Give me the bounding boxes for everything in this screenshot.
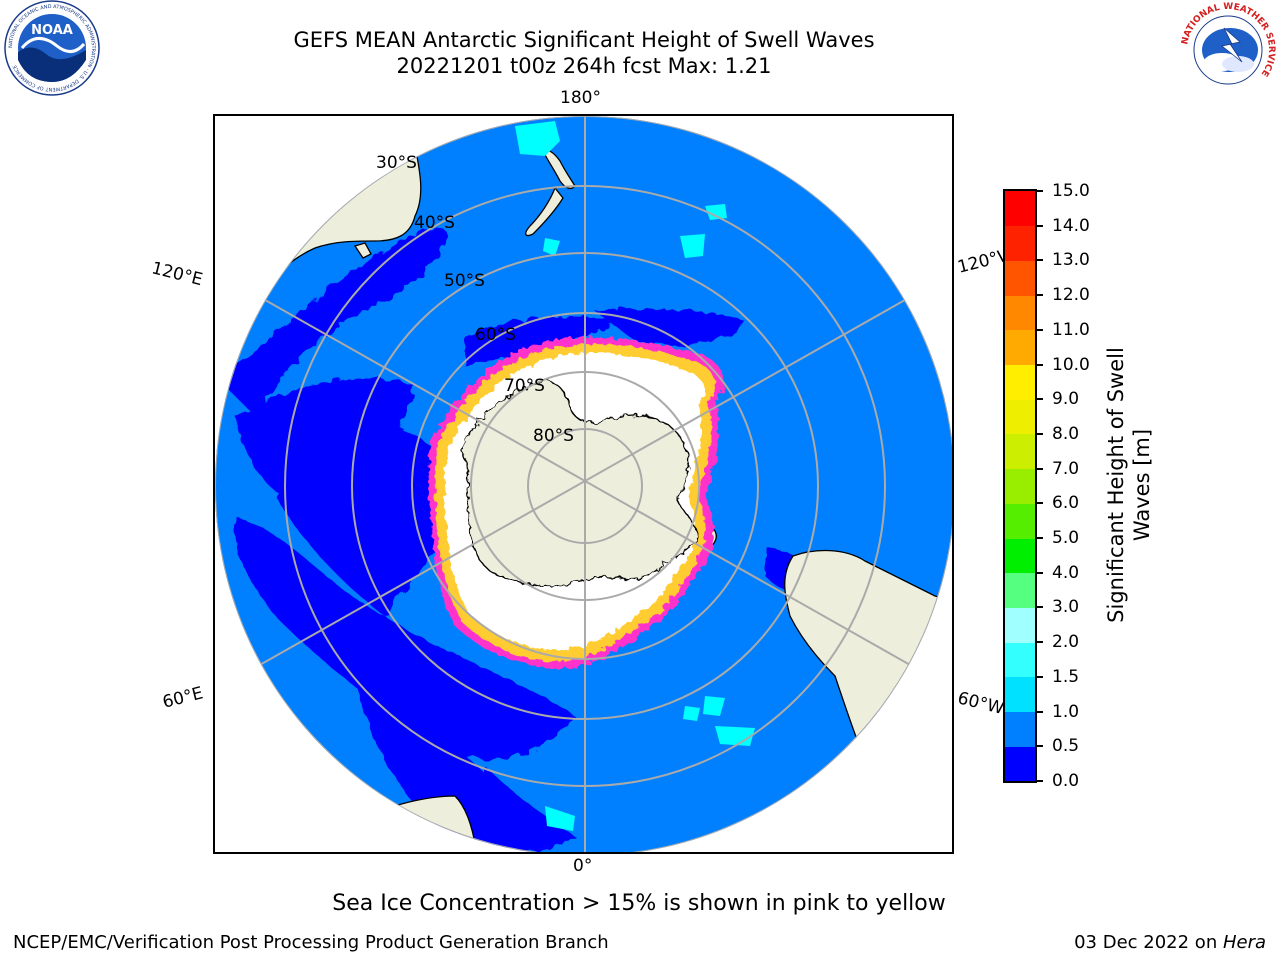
colorbar-tick-label: 6.0 <box>1052 493 1080 514</box>
swell-cyan-patches <box>515 121 755 831</box>
colorbar-segment <box>1005 191 1035 227</box>
noaa-logo-text: NOAA <box>31 23 73 38</box>
colorbar-tick-label: 3.0 <box>1052 597 1080 618</box>
graticule <box>215 116 952 852</box>
colorbar-title: Significant Height of Swell Waves [m] <box>1103 295 1155 675</box>
colorbar-segment <box>1005 711 1035 747</box>
colorbar-tick-label: 9.0 <box>1052 389 1080 410</box>
lon-label-upper-left: 120°E <box>149 258 205 291</box>
colorbar-tick-label: 8.0 <box>1052 423 1080 444</box>
colorbar <box>1003 189 1037 783</box>
landmass-tasmania <box>353 242 372 259</box>
colorbar-tick <box>1035 641 1043 644</box>
lon-label-lower-left: 60°E <box>160 683 206 713</box>
colorbar-tick-label: 2.0 <box>1052 632 1080 653</box>
colorbar-segment <box>1005 468 1035 504</box>
colorbar-segment <box>1005 676 1035 713</box>
colorbar-segment <box>1005 572 1035 608</box>
colorbar-tick-label: 5.0 <box>1052 528 1080 549</box>
colorbar-tick <box>1035 780 1043 782</box>
colorbar-segment <box>1005 364 1035 400</box>
colorbar-segment <box>1005 746 1035 782</box>
colorbar-segment <box>1005 399 1035 435</box>
lat-label-40s: 40°S <box>414 213 455 233</box>
colorbar-segment <box>1005 225 1035 261</box>
colorbar-tick-label: 0.0 <box>1052 771 1080 791</box>
landmass-africa <box>356 795 478 852</box>
lat-label-50s: 50°S <box>444 271 485 291</box>
footer-credit: NCEP/EMC/Verification Post Processing Pr… <box>13 932 609 953</box>
colorbar-segment <box>1005 503 1035 539</box>
colorbar-segment <box>1005 260 1035 296</box>
colorbar-tick-label: 1.0 <box>1052 701 1080 722</box>
lon-label-bottom: 0° <box>573 856 593 876</box>
colorbar-tick <box>1035 363 1043 366</box>
colorbar-segment <box>1005 433 1035 470</box>
colorbar-tick <box>1035 537 1043 540</box>
colorbar-title-line2: Waves [m] <box>1130 428 1154 542</box>
colorbar-segment <box>1005 607 1035 643</box>
colorbar-segment <box>1005 642 1035 678</box>
colorbar-tick <box>1035 502 1043 505</box>
noaa-logo-icon: NOAA NATIONAL OCEANIC AND ATMOSPHERIC AD… <box>4 0 100 96</box>
lat-label-70s: 70°S <box>504 376 545 396</box>
colorbar-tick-label: 1.5 <box>1052 666 1080 687</box>
lon-label-lower-right: 60°W <box>955 688 1006 720</box>
colorbar-tick <box>1035 675 1043 678</box>
footer-host: Hera <box>1222 932 1266 953</box>
colorbar-tick-label: 13.0 <box>1052 250 1090 271</box>
colorbar-tick <box>1035 190 1043 192</box>
colorbar-tick-label: 4.0 <box>1052 562 1080 583</box>
colorbar-tick <box>1035 571 1043 574</box>
nws-logo-icon: NATIONAL WEATHER SERVICE <box>1180 2 1276 97</box>
lon-label-top: 180° <box>560 88 601 108</box>
colorbar-tick-label: 11.0 <box>1052 319 1090 340</box>
colorbar-segment <box>1005 538 1035 574</box>
lat-label-60s: 60°S <box>475 325 516 345</box>
colorbar-tick <box>1035 432 1043 435</box>
colorbar-tick-label: 12.0 <box>1052 285 1090 306</box>
landmass-new-zealand-south <box>525 186 564 237</box>
colorbar-title-line1: Significant Height of Swell <box>1104 347 1128 623</box>
colorbar-tick-label: 14.0 <box>1052 215 1090 236</box>
colorbar-segment <box>1005 329 1035 366</box>
colorbar-tick-label: 7.0 <box>1052 458 1080 479</box>
colorbar-tick <box>1035 294 1043 297</box>
lat-label-80s: 80°S <box>533 426 574 446</box>
lat-label-30s: 30°S <box>376 153 417 173</box>
colorbar-tick <box>1035 745 1043 748</box>
colorbar-tick <box>1035 259 1043 262</box>
colorbar-tick-label: 15.0 <box>1052 181 1090 201</box>
footer-timestamp: 03 Dec 2022 on Hera <box>1074 932 1266 954</box>
meridian-120e-60w <box>215 265 952 697</box>
colorbar-tick <box>1035 328 1043 331</box>
colorbar-tick <box>1035 224 1043 227</box>
chart-title: GEFS MEAN Antarctic Significant Height o… <box>293 28 875 52</box>
colorbar-tick <box>1035 467 1043 470</box>
colorbar-tick <box>1035 398 1043 401</box>
colorbar-tick-label: 10.0 <box>1052 354 1090 375</box>
landmass-madagascar <box>215 765 299 827</box>
chart-subtitle: 20221201 t00z 264h fcst Max: 1.21 <box>396 54 772 78</box>
polar-map-canvas <box>215 116 952 852</box>
footer-date: 03 Dec 2022 on <box>1074 932 1223 953</box>
caption: Sea Ice Concentration > 15% is shown in … <box>332 891 946 916</box>
colorbar-tick <box>1035 606 1043 609</box>
colorbar-tick-label: 0.5 <box>1052 736 1080 757</box>
polar-map <box>213 114 954 854</box>
colorbar-tick <box>1035 710 1043 713</box>
colorbar-segment <box>1005 295 1035 331</box>
